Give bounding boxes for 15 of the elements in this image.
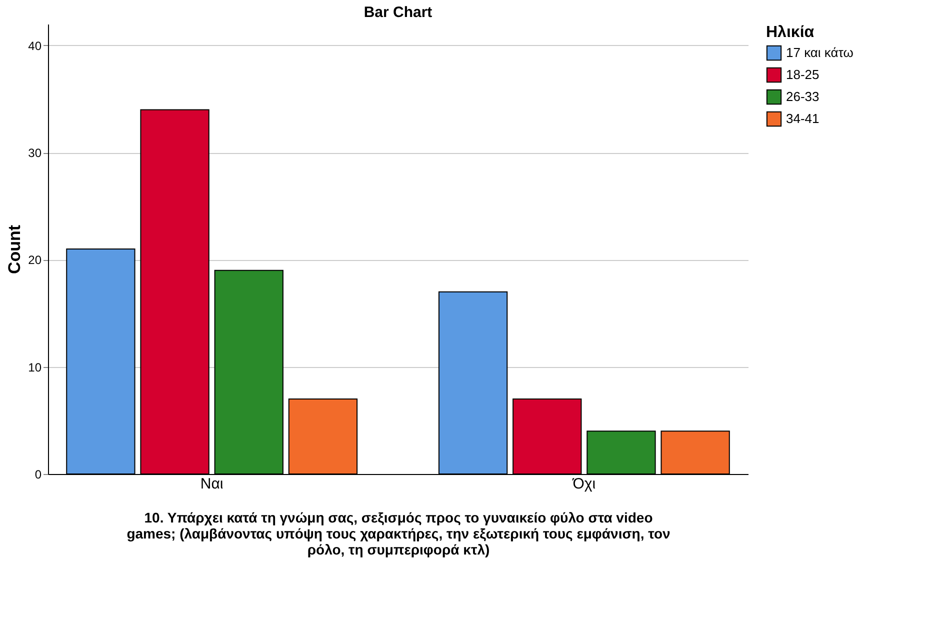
x-tick-label: Ναι xyxy=(200,476,224,492)
y-tick-label: 20 xyxy=(28,253,42,268)
legend-label: 34-41 xyxy=(786,111,820,126)
legend-label: 17 και κάτω xyxy=(786,45,854,60)
x-tick-label: Όχι xyxy=(572,476,596,492)
x-axis-title: 10. Υπάρχει κατά τη γνώμη σας, σεξισμός προς το γυναικείο φύλο στα video games; (λαμβάνοντας υπόψη τους χαρακτήρες, την εξωτερική τους εμφάνιση, τον ρόλο, τη συμπεριφορά κτλ) xyxy=(126,510,671,558)
legend-label: 18-25 xyxy=(786,67,820,82)
chart-title: Bar Chart xyxy=(364,4,432,21)
y-tick-label: 10 xyxy=(28,360,42,374)
y-tick-label: 0 xyxy=(34,468,42,482)
legend-title: Ηλικία xyxy=(766,24,814,41)
y-tick-label: 40 xyxy=(28,38,42,53)
legend-label: 26-33 xyxy=(786,89,820,104)
y-tick-label: 30 xyxy=(28,146,42,160)
y-axis-title: Count xyxy=(5,224,24,274)
